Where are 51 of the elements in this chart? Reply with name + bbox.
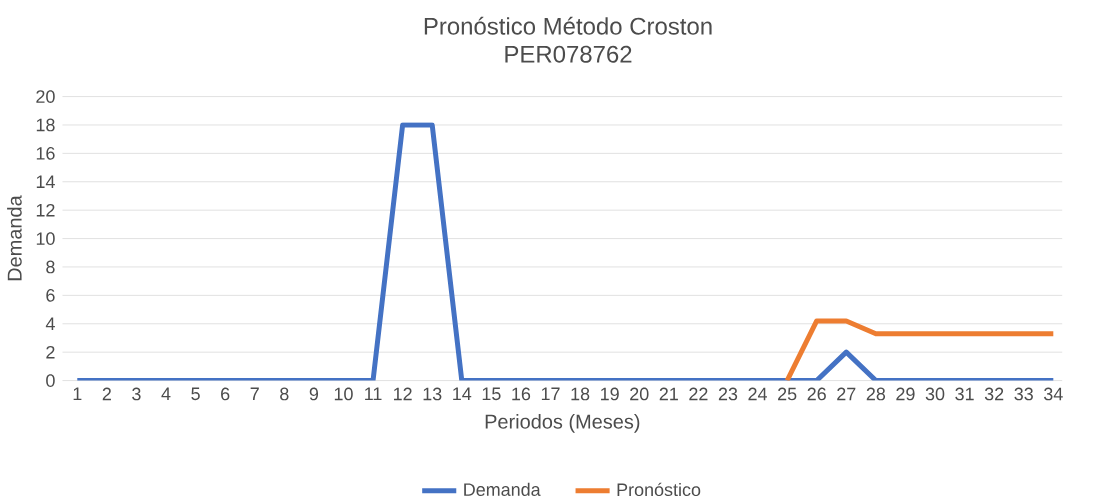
x-tick-label: 14: [453, 387, 472, 401]
x-tick-label: 28: [866, 387, 886, 401]
chart-subtitle: PER078762: [505, 45, 632, 63]
x-axis-title: Periodos (Meses): [485, 414, 640, 433]
x-tick-label: 27: [837, 387, 856, 401]
y-tick-label: 12: [36, 204, 55, 217]
x-tick-label: 10: [334, 387, 353, 401]
x-tick-label: 15: [482, 387, 501, 401]
x-tick-label: 32: [984, 387, 1004, 401]
x-tick-label: 7: [250, 387, 259, 401]
y-tick-label: 4: [45, 317, 55, 331]
x-tick-label: 18: [571, 387, 590, 401]
x-tick-label: 5: [191, 387, 200, 401]
x-tick-label: 20: [630, 387, 649, 401]
x-tick-label: 24: [748, 387, 767, 401]
x-tick-label: 1: [73, 387, 82, 401]
y-tick-label: 2: [46, 346, 55, 359]
x-tick-label: 8: [280, 387, 289, 401]
y-tick-label: 18: [36, 118, 55, 132]
x-tick-label: 23: [718, 387, 738, 401]
x-tick-label: 11: [365, 387, 382, 401]
x-tick-label: 29: [896, 387, 915, 401]
x-tick-label: 21: [659, 387, 678, 401]
y-tick-label: 0: [46, 374, 55, 388]
x-tick-label: 16: [512, 387, 531, 401]
x-tick-label: 33: [1014, 387, 1033, 401]
y-tick-label: 14: [36, 175, 55, 189]
x-tick-label: 12: [394, 387, 412, 401]
y-axis-title: Demanda: [7, 195, 22, 281]
x-tick-label: 4: [161, 387, 171, 401]
x-tick-label: 3: [132, 387, 141, 401]
legend-label: Pronóstico: [617, 482, 701, 497]
x-tick-label: 22: [689, 387, 708, 401]
y-tick-label: 8: [46, 260, 55, 274]
x-tick-label: 6: [221, 387, 230, 401]
x-tick-label: 13: [423, 387, 442, 401]
legend-label: Demanda: [464, 482, 541, 497]
x-tick-label: 19: [601, 387, 619, 401]
y-tick-label: 20: [36, 90, 55, 104]
x-tick-label: 34: [1044, 387, 1063, 401]
x-tick-label: 17: [541, 387, 560, 401]
y-tick-label: 6: [46, 289, 55, 302]
y-tick-label: 10: [36, 232, 55, 246]
x-tick-label: 31: [955, 387, 974, 401]
x-tick-label: 30: [925, 387, 945, 401]
x-tick-label: 2: [102, 387, 111, 401]
chart-title: Pronóstico Método Croston: [424, 17, 712, 35]
x-tick-label: 25: [778, 387, 797, 401]
y-tick-label: 16: [36, 147, 55, 160]
x-tick-label: 26: [807, 387, 826, 401]
x-tick-label: 9: [309, 387, 319, 401]
